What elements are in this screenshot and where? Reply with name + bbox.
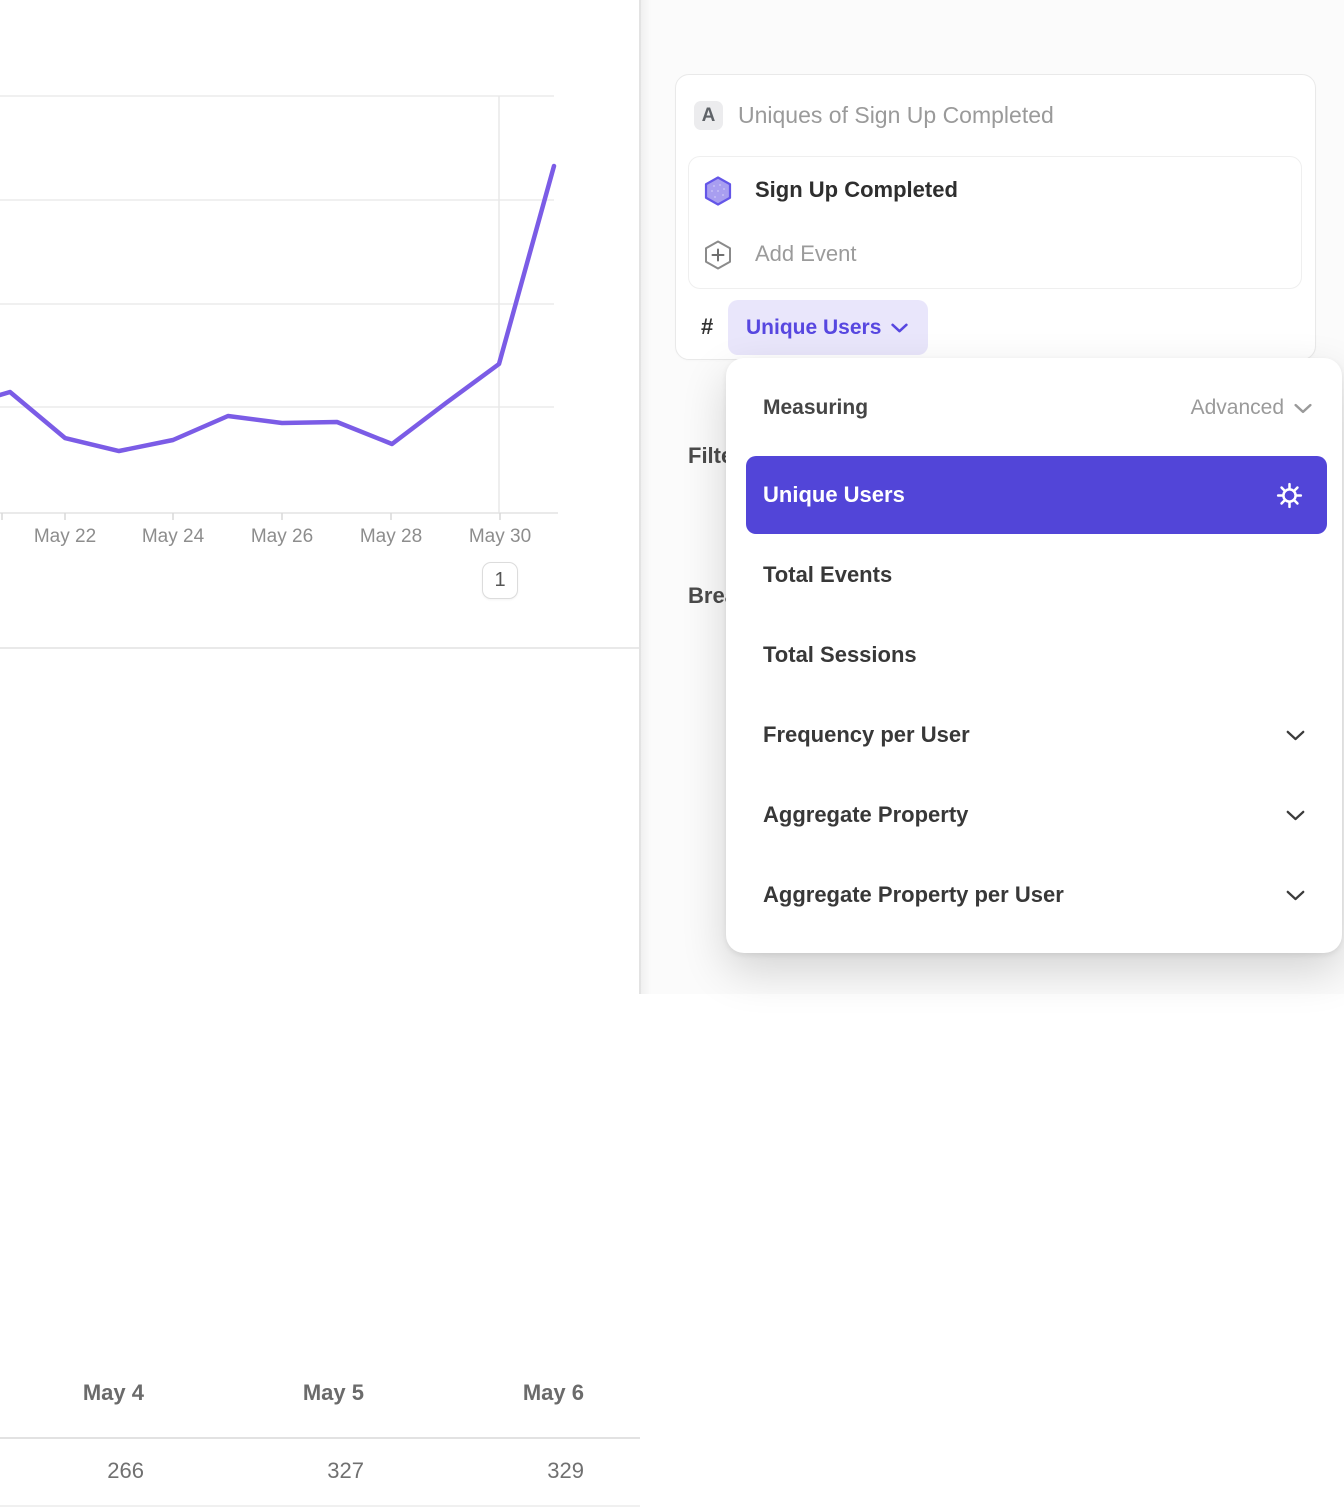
- x-tick-label: May 28: [359, 526, 423, 547]
- table-row-border: [0, 1505, 640, 1507]
- pane-divider[interactable]: [639, 0, 641, 994]
- chevron-down-icon: [1286, 810, 1305, 821]
- gear-icon[interactable]: [1274, 480, 1305, 511]
- add-event-label: Add Event: [755, 241, 857, 266]
- line-chart-canvas: [0, 95, 558, 520]
- measurement-chip-label: Unique Users: [746, 315, 882, 339]
- table-column-header: May 5: [302, 1380, 364, 1405]
- chart-pane: May 22 May 24 May 26 May 28 May 30 1 May…: [0, 0, 640, 1507]
- event-row-sign-up-completed[interactable]: Sign Up Completed: [689, 160, 1301, 222]
- menu-item-label: Aggregate Property: [763, 802, 969, 827]
- menu-item-total-events[interactable]: Total Events: [746, 536, 1327, 614]
- measuring-dropdown-menu: Measuring Advanced Unique Users Total Ev…: [726, 358, 1342, 953]
- table-header-border: [0, 1437, 640, 1439]
- event-name-label: Sign Up Completed: [755, 177, 958, 202]
- menu-item-label: Frequency per User: [763, 722, 970, 747]
- measuring-mode-selector[interactable]: Advanced: [1191, 396, 1312, 420]
- metric-card: A Uniques of Sign Up Completed Sign: [675, 74, 1316, 360]
- x-axis-ticks: [1, 513, 501, 520]
- chevron-down-icon: [1294, 403, 1312, 414]
- pane-divider-shadow: [641, 0, 651, 994]
- trend-line[interactable]: [0, 163, 557, 454]
- line-chart: May 22 May 24 May 26 May 28 May 30 1: [0, 0, 640, 648]
- table-cell: 266: [107, 1458, 144, 1483]
- x-tick-label: May 26: [250, 526, 314, 547]
- menu-item-total-sessions[interactable]: Total Sessions: [746, 616, 1327, 694]
- measurement-hash-icon: #: [701, 314, 714, 339]
- annotation-count-badge[interactable]: 1: [482, 562, 518, 599]
- chart-table-divider: [0, 647, 640, 649]
- measuring-label: Measuring: [763, 396, 869, 419]
- measurement-selector-chip[interactable]: Unique Users: [728, 300, 929, 355]
- table-cell: 329: [547, 1458, 584, 1483]
- menu-item-aggregate-property-per-user[interactable]: Aggregate Property per User: [746, 856, 1327, 934]
- table-cell: 327: [327, 1458, 364, 1483]
- menu-item-label: Unique Users: [763, 482, 905, 507]
- measuring-mode-label: Advanced: [1190, 396, 1284, 419]
- measuring-menu-header: Measuring Advanced: [726, 358, 1342, 444]
- metric-title: Uniques of Sign Up Completed: [738, 102, 1054, 128]
- menu-item-unique-users[interactable]: Unique Users: [746, 456, 1327, 534]
- series-letter-badge: A: [694, 101, 723, 130]
- x-tick-label: May 22: [33, 526, 97, 547]
- menu-item-aggregate-property[interactable]: Aggregate Property: [746, 776, 1327, 854]
- table-column-header: May 4: [82, 1380, 144, 1405]
- add-event-hexagon-plus-icon: [703, 240, 733, 270]
- table-column-header: May 6: [522, 1380, 584, 1405]
- event-list-card: Sign Up Completed Add Event: [688, 156, 1302, 289]
- summary-table: May 4 May 5 May 6 266 327 329: [0, 648, 640, 1507]
- x-tick-label: May 30: [468, 526, 532, 547]
- menu-item-frequency-per-user[interactable]: Frequency per User: [746, 696, 1327, 774]
- menu-item-label: Total Sessions: [763, 642, 917, 667]
- x-tick-label: May 24: [141, 526, 205, 547]
- chevron-down-icon: [891, 323, 909, 333]
- add-event-button[interactable]: Add Event: [689, 224, 1301, 286]
- menu-item-label: Total Events: [763, 562, 893, 587]
- horizontal-gridlines: [0, 95, 554, 408]
- menu-item-label: Aggregate Property per User: [763, 882, 1064, 907]
- chevron-down-icon: [1286, 890, 1305, 901]
- event-hexagon-icon: [703, 176, 733, 206]
- chevron-down-icon: [1286, 730, 1305, 741]
